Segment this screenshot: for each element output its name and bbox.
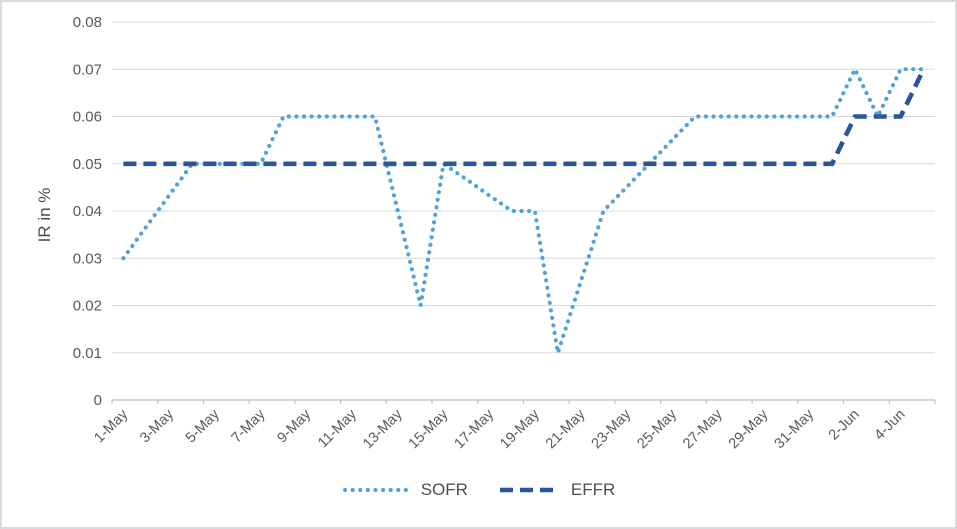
x-tick-label: 9-May [274, 406, 314, 446]
x-tick-label: 7-May [229, 406, 269, 446]
legend-label-sofr: SOFR [420, 480, 468, 499]
y-tick-label: 0.08 [73, 14, 102, 31]
x-tick-label: 25-May [634, 406, 680, 452]
x-tick-label: 5-May [183, 406, 223, 446]
y-tick-label: 0.06 [73, 109, 102, 126]
series-line-sofr [121, 64, 926, 354]
legend: SOFR EFFR [2, 480, 955, 500]
x-tick-label: 31-May [772, 406, 818, 452]
x-tick-label: 4-Jun [872, 407, 909, 444]
y-tick-label: 0.04 [73, 203, 102, 220]
legend-item-sofr: SOFR [342, 480, 468, 500]
legend-label-effr: EFFR [570, 480, 616, 499]
sofr-line-sample [342, 487, 411, 493]
effr-line-sample [499, 487, 560, 493]
y-tick-label: 0.03 [73, 250, 102, 267]
x-tick-label: 11-May [315, 406, 360, 451]
x-tick-label: 1-May [91, 406, 131, 446]
x-tick-label: 15-May [406, 406, 452, 452]
x-tick-label: 27-May [680, 406, 726, 452]
series-line-effr [123, 68, 926, 167]
legend-item-effr: EFFR [498, 480, 615, 500]
y-tick-label: 0.05 [73, 156, 102, 173]
y-tick-label: 0.02 [73, 298, 102, 315]
x-tick-label: 19-May [497, 406, 543, 452]
x-tick-label: 3-May [137, 406, 177, 446]
y-tick-label: 0.01 [73, 345, 102, 362]
y-tick-label: 0 [94, 392, 102, 409]
x-tick-label: 2-Jun [826, 407, 863, 444]
x-tick-label: 17-May [452, 406, 498, 452]
x-tick-label: 13-May [360, 406, 406, 452]
x-tick-label: 23-May [589, 406, 635, 452]
x-tick-label: 21-May [543, 406, 589, 452]
y-tick-label: 0.07 [73, 61, 102, 78]
x-tick-label: 29-May [726, 406, 772, 452]
y-axis-title: IR in % [35, 187, 54, 243]
